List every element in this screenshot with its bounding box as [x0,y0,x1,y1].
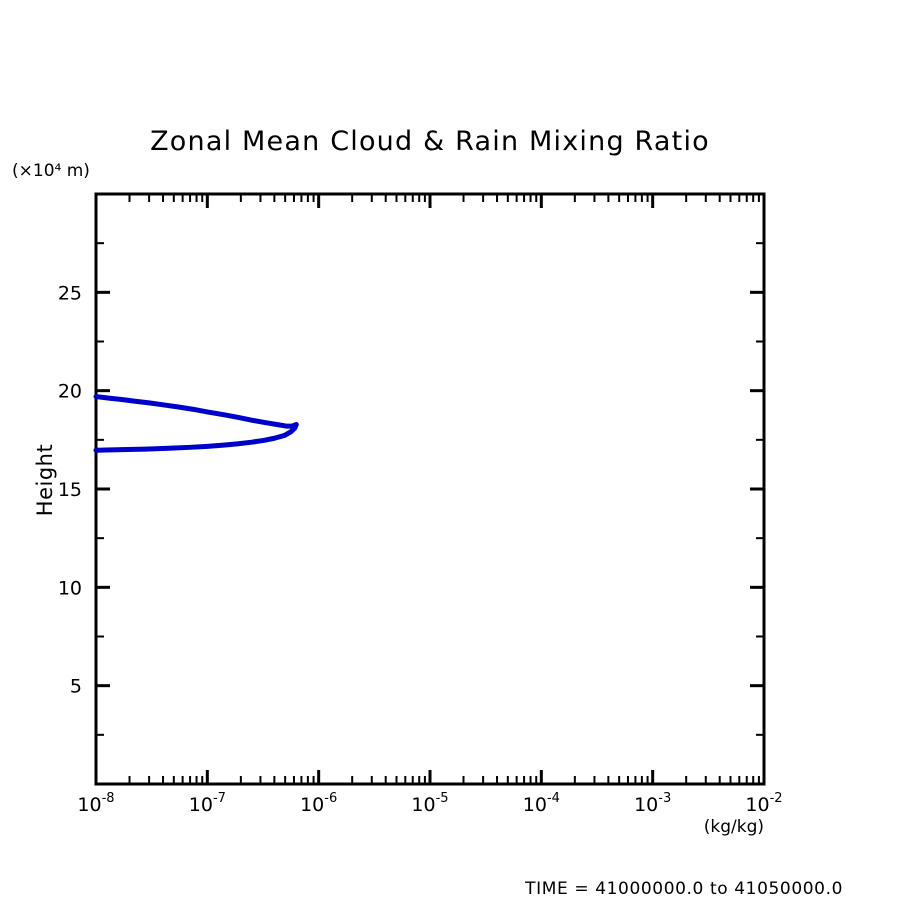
x-tick-label: 10-7 [189,791,226,816]
y-axis-title: Height [33,444,57,516]
time-annotation: TIME = 41000000.0 to 41050000.0 [524,879,843,899]
data-series-group [93,394,299,453]
x-tick-label: 10-3 [634,791,671,816]
y-tick-label: 25 [58,282,82,304]
x-tick-label: 10-2 [745,791,782,816]
x-tick-label: 10-5 [411,791,448,816]
chart-title: Zonal Mean Cloud & Rain Mixing Ratio [150,126,710,157]
plot-frame [94,192,766,786]
y-tick-label: 20 [58,381,82,403]
y-tick-label: 10 [58,577,82,599]
x-tick-label: 10-4 [523,791,560,816]
y-tick-label: 5 [70,676,82,698]
x-unit-label: (kg/kg) [704,817,764,837]
axis-ticks [94,194,766,784]
axis-tick-labels: 10-8 10-7 10-6 10-5 10-4 10-3 10-2 5 10 15 20 25 [58,282,783,816]
y-unit-label: (×10⁴ m) [12,161,90,181]
data-curve [93,394,299,453]
x-tick-label: 10-6 [300,791,337,816]
y-tick-label: 15 [58,479,82,501]
x-tick-label: 10-8 [77,791,114,816]
